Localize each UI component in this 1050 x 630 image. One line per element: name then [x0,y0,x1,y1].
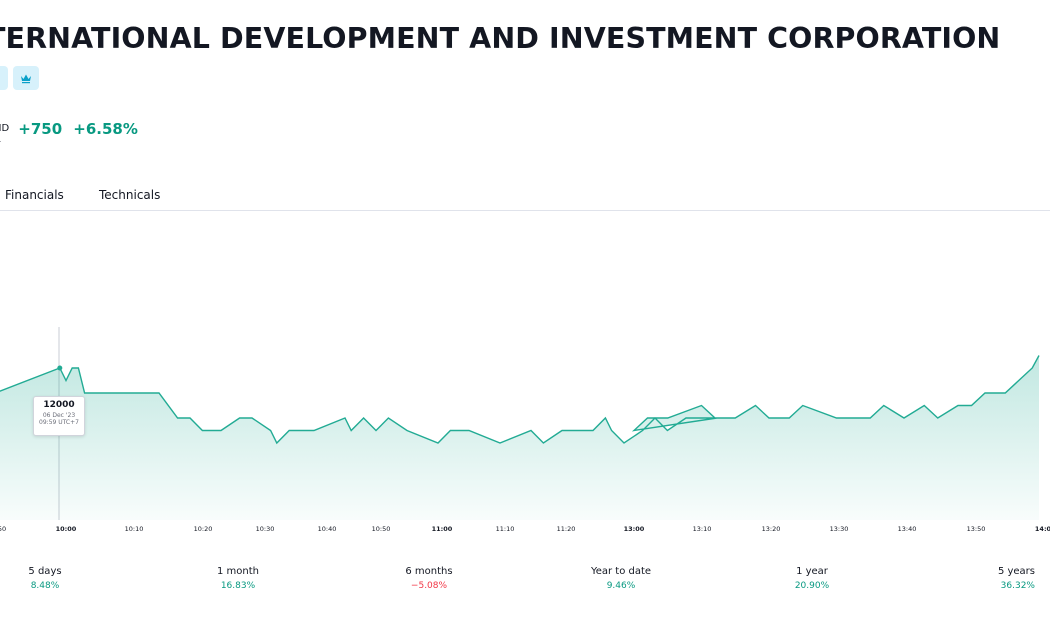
price-change: +750 [18,119,63,138]
price-change-percent: +6.58% [73,119,138,138]
period-value: 20.90% [794,581,830,591]
x-tick-label: 11:00 [432,525,453,533]
period-5-years[interactable]: 5 years 36.32% [925,566,1035,591]
x-tick-label: 10:20 [194,525,213,533]
x-tick-label: 10:00 [56,525,77,533]
tooltip-date: 06 Dec '23 [42,412,76,419]
x-tick-label: 10:40 [318,525,337,533]
page-title: TERNATIONAL DEVELOPMENT AND INVESTMENT C… [0,22,1001,55]
chart-hover-point [57,365,63,371]
x-axis-ticks: 50 10:00 10:10 10:20 10:30 10:40 10:50 11:00 11:… [0,525,1050,533]
chart-tooltip: 12000 06 Dec '23 09:59 UTC+7 [33,396,85,436]
period-5-days[interactable]: 5 days 8.48% [0,566,105,591]
x-tick-label: 13:10 [693,525,712,533]
category-badge[interactable] [0,66,8,90]
period-6-months[interactable]: 6 months −5.08% [369,566,489,591]
tooltip-time: 09:59 UTC+7 [39,419,79,426]
tab-technicals[interactable]: Technicals [99,188,161,202]
currency-label: ND [0,123,10,134]
tabs-divider [0,210,1050,211]
period-label: Year to date [590,566,652,577]
chart-price-line [0,355,1040,445]
price-row: ND +750 +6.58% [0,118,138,138]
crown-badge[interactable] [13,66,39,90]
period-value: 16.83% [220,581,256,591]
x-tick-label: 13:50 [967,525,986,533]
chart-area-fill [0,355,1039,520]
period-1-month[interactable]: 1 month 16.83% [178,566,298,591]
x-tick-label: 13:00 [624,525,645,533]
x-tick-label: 10:50 [372,525,391,533]
period-label: 1 month [217,566,259,577]
x-tick-label: 50 [0,525,6,533]
period-value: 36.32% [1000,581,1035,591]
x-tick-label: 13:40 [898,525,917,533]
period-label: 1 year [796,566,828,577]
period-label: 5 days [28,566,62,577]
x-tick-label: 10:10 [125,525,144,533]
x-tick-label: 11:10 [496,525,515,533]
price-chart[interactable]: 50 10:00 10:10 10:20 10:30 10:40 10:50 11:00 11:… [0,212,1050,542]
x-tick-label: 10:30 [256,525,275,533]
period-year-to-date[interactable]: Year to date 9.46% [561,566,681,591]
period-label: 6 months [405,566,453,577]
period-label: 5 years [997,566,1035,577]
status-mark: ˙ [0,141,3,151]
x-tick-label: 14:0 [1035,525,1050,533]
period-1-year[interactable]: 1 year 20.90% [752,566,872,591]
crown-icon [19,69,33,88]
period-value: −5.08% [410,581,448,591]
tab-financials[interactable]: Financials [5,188,64,202]
period-value: 9.46% [606,581,636,591]
x-tick-label: 13:30 [830,525,849,533]
tooltip-value: 12000 [43,400,75,410]
x-tick-label: 11:20 [557,525,576,533]
x-tick-label: 13:20 [762,525,781,533]
period-value: 8.48% [30,581,60,591]
